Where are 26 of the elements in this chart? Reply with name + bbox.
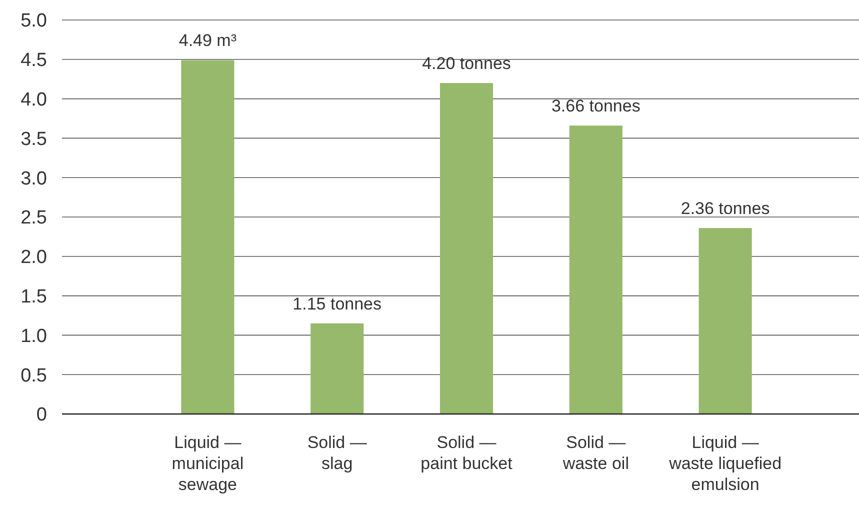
bar <box>698 228 752 414</box>
y-tick-label: 3.5 <box>20 128 47 150</box>
x-tick-label: Solid — slag <box>307 433 367 473</box>
y-tick-label: 4.0 <box>20 89 47 110</box>
x-tick-label: Solid — paint bucket <box>420 433 513 473</box>
data-label: 3.66 tonnes <box>551 96 640 116</box>
bar <box>310 323 364 414</box>
y-tick-label: 0 <box>36 404 47 426</box>
x-tick-label: Solid — waste oil <box>562 433 629 473</box>
bar <box>440 83 494 414</box>
y-tick-label: 5.0 <box>20 10 47 32</box>
y-tick-label: 2.5 <box>20 208 47 229</box>
x-tick-label: Liquid — municipal sewage <box>172 433 244 494</box>
data-label: 1.15 tonnes <box>292 294 382 314</box>
data-label: 4.49 m³ <box>178 31 237 50</box>
y-tick-label: 3.0 <box>20 168 47 190</box>
bar <box>569 126 622 414</box>
y-tick-label: 1.0 <box>20 326 47 347</box>
bar <box>181 60 234 414</box>
y-tick-label: 2.0 <box>20 247 47 268</box>
y-tick-label: 1.5 <box>20 286 47 308</box>
y-tick-label: 0.5 <box>20 365 47 386</box>
data-label: 2.36 tonnes <box>680 199 770 218</box>
data-label: 4.20 tonnes <box>422 54 511 74</box>
x-tick-label: Liquid — waste liquefied emulsion <box>668 433 782 494</box>
y-tick-label: 4.5 <box>20 50 47 72</box>
